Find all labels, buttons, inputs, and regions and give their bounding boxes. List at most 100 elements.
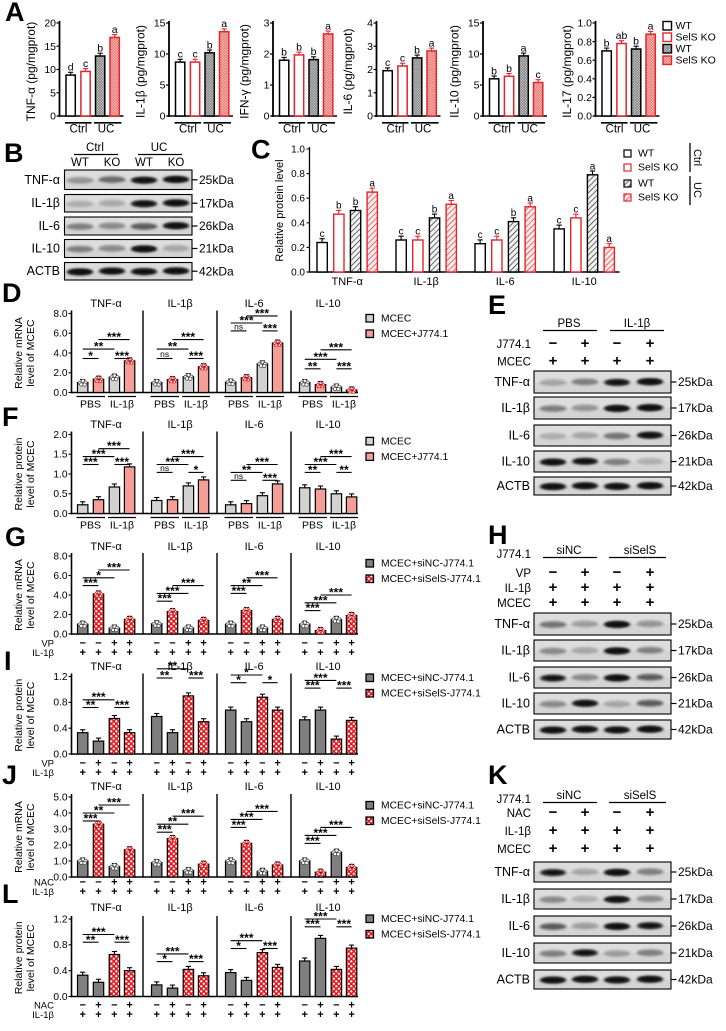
svg-text:TNF-α: TNF-α [90, 902, 122, 914]
svg-text:IL-1β: IL-1β [184, 399, 208, 411]
svg-text:+: + [169, 1009, 175, 1021]
svg-text:+: + [79, 1009, 85, 1021]
svg-text:b: b [506, 63, 512, 75]
svg-text:−: − [243, 638, 249, 650]
svg-text:+: + [274, 1000, 280, 1012]
svg-text:0: 0 [160, 111, 166, 123]
svg-text:+: + [227, 767, 233, 779]
svg-text:+: + [185, 638, 191, 650]
svg-text:17kDa: 17kDa [678, 644, 713, 658]
svg-text:+: + [185, 886, 191, 898]
svg-text:**: ** [308, 359, 318, 373]
svg-text:a: a [325, 20, 331, 32]
svg-text:IL-6: IL-6 [245, 661, 264, 673]
svg-text:TNF-α: TNF-α [494, 375, 530, 389]
svg-text:PBS: PBS [154, 520, 175, 532]
svg-text:+: + [581, 564, 590, 581]
svg-text:Ctrl: Ctrl [283, 124, 301, 136]
svg-text:−: − [613, 335, 622, 352]
svg-text:I: I [4, 646, 12, 676]
svg-text:10: 10 [154, 49, 166, 61]
svg-text:PBS: PBS [557, 318, 580, 330]
svg-text:UC: UC [691, 182, 703, 198]
svg-text:+: + [274, 886, 280, 898]
svg-text:NAC: NAC [34, 878, 54, 889]
svg-text:+: + [348, 877, 354, 889]
svg-text:PBS: PBS [228, 520, 249, 532]
svg-text:ACTB: ACTB [497, 973, 530, 987]
svg-text:Ctrl: Ctrl [86, 142, 104, 154]
svg-text:WT: WT [638, 148, 655, 160]
svg-text:+: + [79, 886, 85, 898]
svg-text:IL-6: IL-6 [245, 541, 264, 553]
svg-text:c: c [83, 58, 88, 70]
svg-text:a: a [527, 193, 533, 204]
svg-text:+: + [646, 353, 655, 370]
svg-text:+: + [227, 886, 233, 898]
svg-text:TNF-α: TNF-α [494, 865, 530, 879]
svg-text:−: − [185, 1000, 191, 1012]
svg-text:+: + [227, 647, 233, 659]
svg-text:−: − [301, 758, 307, 770]
svg-text:IL-1β: IL-1β [501, 644, 530, 658]
svg-text:level of MCEC: level of MCEC [25, 440, 37, 508]
svg-text:−: − [613, 804, 622, 821]
svg-text:**: ** [168, 659, 178, 673]
svg-text:*: * [96, 568, 101, 582]
svg-text:WT: WT [638, 178, 655, 190]
svg-text:IL-10: IL-10 [502, 946, 531, 960]
svg-text:2.0: 2.0 [53, 610, 67, 621]
svg-text:MCEC+siSelS-J774.1: MCEC+siSelS-J774.1 [381, 574, 481, 585]
svg-text:TNF-α: TNF-α [90, 661, 122, 673]
svg-text:+: + [200, 638, 206, 650]
svg-text:UC: UC [151, 142, 168, 154]
svg-text:***: *** [115, 455, 129, 469]
svg-text:+: + [317, 767, 323, 779]
svg-text:+: + [153, 647, 159, 659]
svg-text:MCEC+siNC-J774.1: MCEC+siNC-J774.1 [381, 673, 474, 684]
svg-text:+: + [200, 1000, 206, 1012]
svg-text:+: + [317, 1009, 323, 1021]
svg-text:IL-10: IL-10 [32, 242, 61, 256]
svg-text:IL-1β: IL-1β [505, 826, 532, 838]
svg-text:−: − [153, 1000, 159, 1012]
svg-text:2.0: 2.0 [53, 430, 67, 441]
svg-text:***: *** [255, 568, 269, 582]
svg-text:42kDa: 42kDa [678, 479, 713, 493]
svg-text:IL-1β: IL-1β [258, 520, 282, 532]
svg-text:+: + [646, 564, 655, 581]
svg-text:0.2: 0.2 [291, 243, 305, 254]
svg-text:+: + [169, 886, 175, 898]
svg-text:IL-1β: IL-1β [110, 520, 134, 532]
svg-text:***: *** [263, 321, 277, 335]
svg-text:+: + [185, 877, 191, 889]
svg-text:0.0: 0.0 [53, 872, 67, 883]
svg-text:1: 1 [264, 80, 270, 92]
svg-text:***: *** [115, 349, 129, 363]
svg-text:−: − [549, 804, 558, 821]
svg-text:4.0: 4.0 [53, 590, 67, 601]
svg-text:0.6: 0.6 [577, 55, 592, 67]
svg-text:+: + [333, 647, 339, 659]
svg-text:IL-10: IL-10 [316, 298, 341, 310]
svg-text:***: *** [337, 679, 351, 693]
svg-text:VP: VP [516, 568, 532, 580]
svg-text:***: *** [158, 592, 172, 606]
svg-text:−: − [549, 335, 558, 352]
svg-text:+: + [259, 877, 265, 889]
svg-text:IL-1β: IL-1β [505, 583, 532, 595]
svg-text:+: + [185, 1009, 191, 1021]
svg-text:−: − [227, 758, 233, 770]
svg-text:c: c [399, 227, 404, 238]
svg-text:Ctrl: Ctrl [179, 124, 197, 136]
svg-text:15: 15 [154, 18, 166, 30]
svg-text:26kDa: 26kDa [678, 671, 713, 685]
svg-text:25kDa: 25kDa [678, 617, 713, 631]
svg-text:ns: ns [160, 463, 169, 473]
svg-text:SelS KO: SelS KO [638, 162, 678, 174]
svg-text:−: − [613, 564, 622, 581]
svg-text:IL-1β: IL-1β [32, 887, 54, 898]
svg-text:MCEC+siNC-J774.1: MCEC+siNC-J774.1 [381, 801, 474, 812]
svg-text:IL-17 (pg/mgprot): IL-17 (pg/mgprot) [560, 25, 574, 118]
svg-text:+: + [126, 886, 132, 898]
